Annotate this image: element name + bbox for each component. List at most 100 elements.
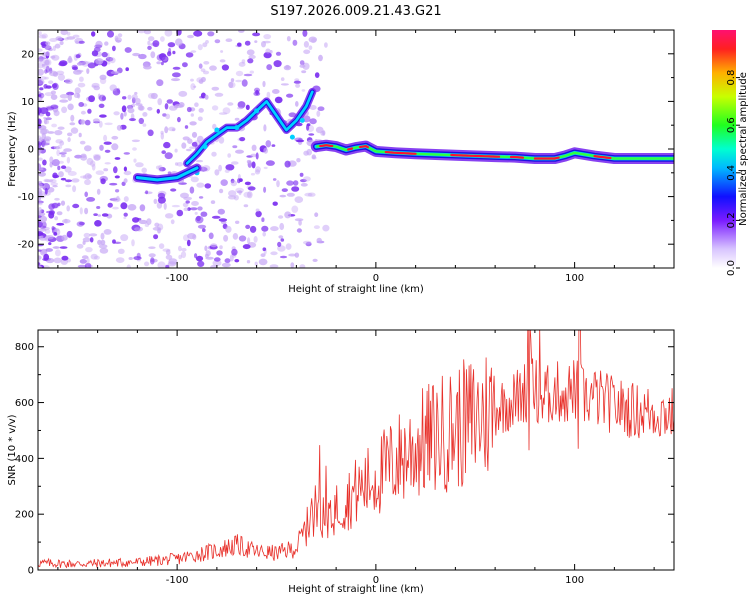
noise-blob xyxy=(39,235,44,239)
noise-blob xyxy=(45,51,50,57)
noise-blob xyxy=(211,215,221,219)
noise-blob xyxy=(57,165,61,171)
noise-blob xyxy=(45,248,53,252)
noise-blob xyxy=(45,111,51,117)
noise-blob xyxy=(157,196,166,204)
noise-blob xyxy=(220,220,227,225)
noise-blob xyxy=(133,158,137,163)
noise-blob xyxy=(123,196,129,202)
noise-blob xyxy=(44,92,54,97)
noise-blob xyxy=(125,67,129,72)
track-peak xyxy=(509,155,525,159)
noise-blob xyxy=(158,243,165,250)
noise-blob xyxy=(163,141,171,149)
noise-blob xyxy=(197,116,203,122)
noise-blob xyxy=(156,201,163,209)
noise-blob xyxy=(204,245,208,252)
noise-blob xyxy=(51,159,60,167)
noise-blob xyxy=(156,54,166,61)
noise-blob xyxy=(202,42,208,48)
noise-blob xyxy=(261,217,265,222)
track-peak xyxy=(450,153,501,158)
track-peak xyxy=(319,144,334,148)
noise-blob xyxy=(64,78,73,85)
noise-blob xyxy=(86,68,90,74)
noise-blob xyxy=(189,186,195,194)
noise-blob xyxy=(237,106,244,110)
noise-blob xyxy=(123,178,128,184)
noise-blob xyxy=(202,70,210,75)
noise-blob xyxy=(299,64,306,68)
noise-blob xyxy=(195,159,204,163)
noise-blob xyxy=(172,66,181,70)
noise-blob xyxy=(58,61,67,67)
noise-blob xyxy=(87,108,92,114)
noise-blob xyxy=(84,191,88,198)
noise-blob xyxy=(38,228,47,232)
noise-blob xyxy=(181,142,187,149)
noise-blob xyxy=(167,42,176,48)
noise-blob xyxy=(303,176,311,182)
noise-blob xyxy=(38,31,42,36)
noise-blob xyxy=(298,219,302,226)
noise-blob xyxy=(195,255,204,262)
spectrogram-x-tick-label: 100 xyxy=(565,273,584,284)
noise-blob xyxy=(202,165,211,172)
noise-blob xyxy=(231,248,238,256)
noise-blob xyxy=(67,171,77,176)
noise-blob xyxy=(300,179,307,183)
noise-blob xyxy=(225,164,235,171)
noise-blob xyxy=(205,40,209,44)
noise-blob xyxy=(265,48,271,54)
noise-blob xyxy=(59,40,64,46)
snr-y-tick-label: 800 xyxy=(15,342,34,353)
noise-blob xyxy=(189,146,196,149)
noise-blob xyxy=(41,140,45,148)
noise-blob xyxy=(171,128,176,132)
noise-blob xyxy=(142,112,148,117)
noise-blob xyxy=(185,148,192,152)
noise-blob xyxy=(271,144,276,147)
noise-blob xyxy=(130,113,135,120)
noise-blob xyxy=(120,202,128,210)
noise-blob xyxy=(113,241,122,244)
noise-blob xyxy=(95,58,104,65)
noise-blob xyxy=(205,250,211,257)
noise-blob xyxy=(171,78,180,82)
noise-blob xyxy=(303,49,311,55)
noise-blob xyxy=(263,51,272,59)
noise-blob xyxy=(51,226,55,231)
noise-blob xyxy=(280,77,285,81)
noise-blob xyxy=(255,166,261,173)
noise-blob xyxy=(65,179,72,183)
noise-blob xyxy=(96,188,101,195)
noise-blob xyxy=(178,90,188,97)
noise-blob xyxy=(250,153,257,158)
noise-blob xyxy=(164,103,169,110)
noise-blob xyxy=(72,34,80,38)
noise-blob xyxy=(258,258,268,266)
noise-blob xyxy=(54,216,58,221)
noise-blob xyxy=(302,30,308,37)
noise-blob xyxy=(45,235,54,240)
noise-blob xyxy=(242,244,251,250)
noise-blob xyxy=(246,260,251,264)
noise-blob xyxy=(38,62,44,69)
spectrogram-y-tick-label: -20 xyxy=(18,240,34,251)
noise-blob xyxy=(136,252,141,259)
noise-blob xyxy=(44,59,50,66)
noise-blob xyxy=(291,205,299,213)
noise-blob xyxy=(138,117,144,125)
noise-blob xyxy=(153,198,158,204)
noise-blob xyxy=(59,246,68,249)
noise-blob xyxy=(295,139,305,143)
upper-branch-mid xyxy=(185,90,314,165)
noise-blob xyxy=(204,183,212,189)
noise-blob xyxy=(38,79,45,85)
noise-blob xyxy=(78,132,82,138)
noise-blob xyxy=(39,107,49,114)
noise-blob xyxy=(224,258,231,264)
noise-blob xyxy=(160,132,164,140)
noise-blob xyxy=(294,218,304,222)
